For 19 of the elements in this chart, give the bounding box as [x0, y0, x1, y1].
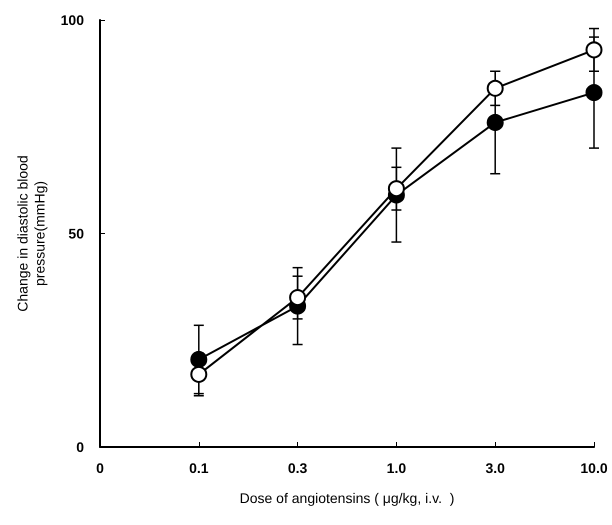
point [486, 114, 504, 131]
x-tick-label: 0.1 [189, 460, 209, 476]
x-tick-label: 0 [96, 460, 104, 476]
x-tick-label: 10.0 [580, 460, 608, 476]
y-tick-label: 0 [76, 439, 84, 455]
x-tick-label: 0.3 [288, 460, 308, 476]
y-tick-label: 50 [68, 226, 84, 242]
y-axis-title: Change in diastolic blood pressure(mmHg) [14, 155, 48, 312]
point [190, 366, 208, 383]
point [486, 80, 504, 97]
x-tick-label: 1.0 [386, 460, 406, 476]
point [388, 180, 405, 198]
y-tick-label: 100 [60, 12, 84, 28]
point [586, 41, 602, 58]
point [586, 84, 602, 102]
x-axis-title: Dose of angiotensins ( μg/kg, i.v. ) [240, 490, 454, 506]
point [190, 350, 208, 368]
x-tick-label: 3.0 [485, 460, 506, 476]
point [289, 289, 306, 306]
